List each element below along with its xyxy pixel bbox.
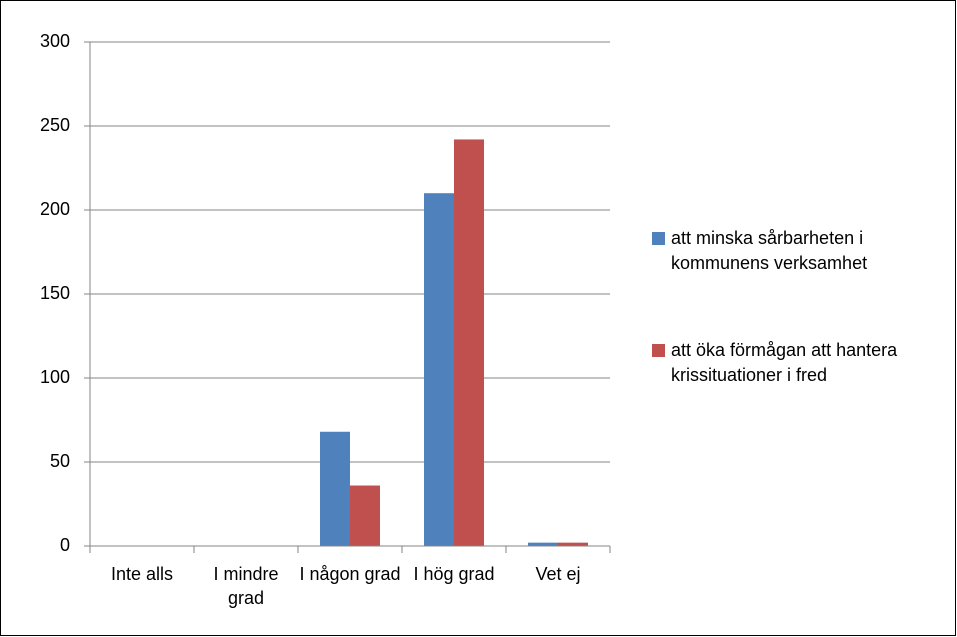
x-tick-label: Vet ej (535, 564, 581, 584)
bar (320, 431, 350, 546)
y-tick-label: 50 (50, 451, 70, 471)
legend-item: att öka förmågan att hantera krissituati… (652, 338, 942, 388)
legend-label: att öka förmågan att hantera krissituati… (671, 340, 898, 385)
bar (454, 139, 484, 546)
y-tick-label: 150 (40, 283, 70, 303)
y-tick-label: 250 (40, 115, 70, 135)
legend-item: att minska sårbarheten i kommunens verks… (652, 226, 942, 276)
legend-swatch (652, 344, 665, 357)
y-tick-label: 200 (40, 199, 70, 219)
legend-label: att minska sårbarheten i kommunens verks… (671, 228, 868, 273)
y-tick-label: 300 (40, 31, 70, 51)
x-tick-label: I någon grad (299, 564, 401, 584)
bar (558, 542, 588, 546)
bar (528, 542, 558, 546)
y-tick-label: 100 (40, 367, 70, 387)
x-tick-label: I mindre grad (213, 564, 279, 608)
x-tick-label: I hög grad (413, 564, 495, 584)
y-tick-label: 0 (60, 535, 70, 555)
bar (424, 193, 454, 546)
legend-swatch (652, 232, 665, 245)
bar (350, 485, 380, 546)
x-tick-label: Inte alls (110, 564, 174, 584)
